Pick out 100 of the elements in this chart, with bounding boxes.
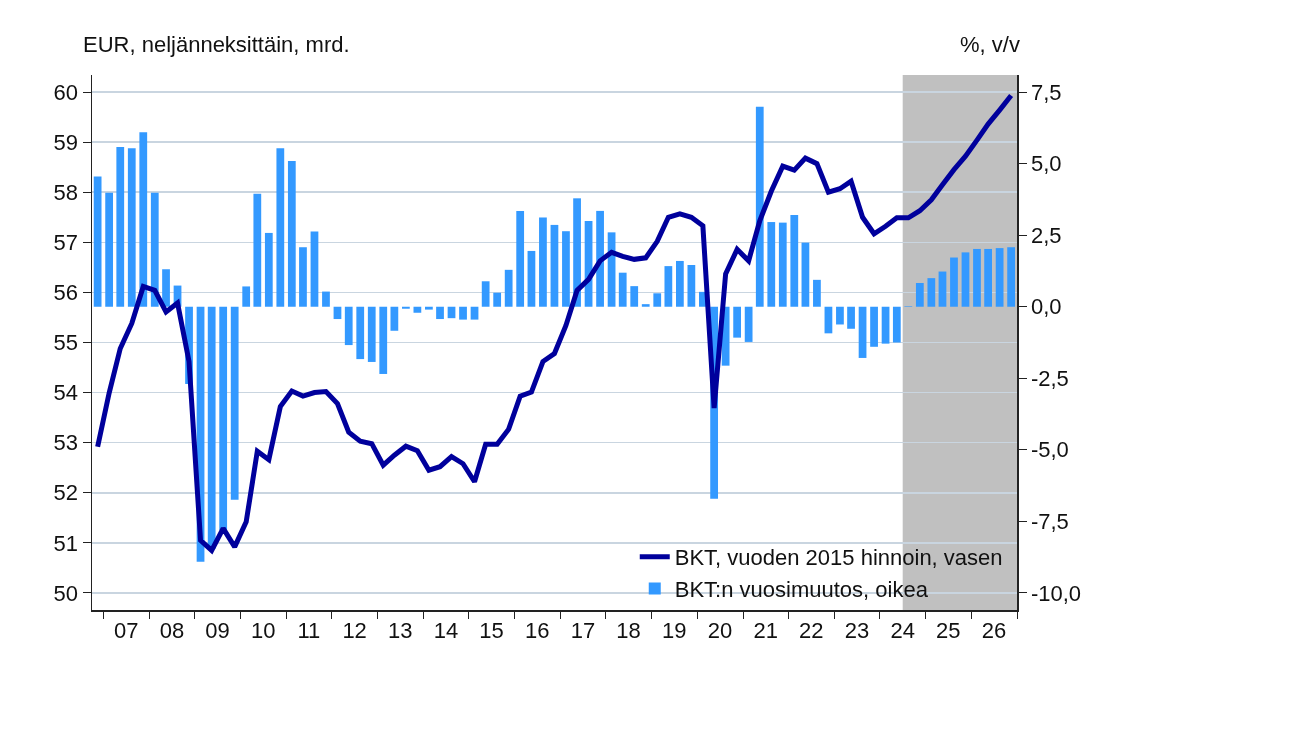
y-tick-label: 50 (53, 580, 79, 606)
bar (733, 306, 742, 338)
bar (527, 250, 536, 307)
x-tick-label: 19 (662, 617, 687, 643)
bar (401, 306, 410, 309)
x-tick-label: 08 (159, 617, 185, 643)
bar (801, 242, 810, 307)
bar (207, 306, 216, 549)
bar (550, 224, 559, 307)
x-tick-label: 22 (799, 617, 824, 643)
bar (870, 306, 878, 347)
y-tick-label: 52 (53, 480, 79, 506)
bar (539, 217, 547, 307)
bar (299, 247, 307, 307)
x-tick-label: 07 (113, 617, 139, 643)
bar (367, 306, 376, 362)
x-tick-label: 10 (250, 617, 276, 643)
x-tick-label: 09 (205, 617, 230, 643)
bar (356, 306, 365, 360)
y2-tick-label: -7,5 (1030, 509, 1069, 535)
bar (927, 278, 936, 307)
bar (310, 231, 319, 307)
bar (858, 306, 867, 358)
x-tick-label: 13 (388, 617, 413, 643)
bar (755, 106, 764, 307)
y-axis-title: EUR, neljänneksittäin, mrd. (83, 32, 350, 57)
x-tick-label: 24 (890, 617, 915, 643)
x-tick-label: 23 (844, 617, 870, 643)
bar (995, 248, 1004, 307)
bar (127, 148, 136, 307)
bar (892, 306, 901, 343)
legend-label: BKT:n vuosimuutos, oikea (674, 576, 929, 602)
x-tick-label: 26 (981, 617, 1007, 643)
bar (630, 286, 639, 307)
bar (778, 222, 787, 307)
bar (516, 210, 525, 307)
bar (116, 147, 125, 307)
legend-label: BKT, vuoden 2015 hinnoin, vasen (674, 545, 1003, 571)
bar (436, 306, 444, 320)
bar (641, 304, 650, 307)
y-tick-label: 54 (53, 380, 79, 406)
bar (344, 306, 353, 346)
bar (425, 306, 433, 310)
y-tick-label: 60 (53, 79, 79, 105)
bar (493, 292, 502, 307)
bar (938, 271, 947, 307)
bar (664, 266, 673, 307)
bar (813, 279, 821, 307)
y2-tick-label: 7,5 (1030, 79, 1062, 105)
y2-axis-title: %, v/v (960, 32, 1020, 57)
y2-tick-label: -5,0 (1030, 437, 1069, 463)
x-tick-label: 21 (753, 617, 778, 643)
bar (322, 291, 330, 307)
bar (276, 148, 285, 307)
bar (150, 192, 159, 307)
bar (230, 306, 239, 500)
x-tick-label: 25 (936, 617, 961, 643)
bar (93, 176, 102, 307)
bar (470, 306, 479, 320)
bar (984, 248, 992, 307)
bar (379, 306, 388, 374)
bar (459, 306, 467, 320)
y-tick-label: 51 (53, 530, 79, 556)
bar (390, 306, 399, 331)
bar (504, 269, 513, 307)
bar (562, 231, 570, 307)
bar (836, 306, 844, 325)
bar (219, 306, 228, 530)
bar (744, 306, 753, 342)
y-tick-label: 55 (53, 330, 79, 356)
x-tick-label: 17 (570, 617, 596, 643)
bar (881, 306, 890, 344)
y2-tick-label: 2,5 (1030, 222, 1062, 248)
bar (1007, 247, 1015, 307)
y-tick-label: 57 (53, 230, 79, 256)
bar (253, 193, 262, 307)
bar (790, 214, 799, 307)
x-tick-label: 12 (342, 617, 367, 643)
x-tick-label: 14 (433, 617, 459, 643)
bar (847, 306, 855, 329)
y2-tick-label: 0,0 (1030, 294, 1062, 320)
x-tick-label: 16 (525, 617, 550, 643)
x-tick-label: 15 (479, 617, 504, 643)
y-tick-label: 53 (53, 430, 79, 456)
bar (105, 192, 114, 307)
bar (596, 210, 604, 307)
x-tick-label: 20 (707, 617, 733, 643)
y-tick-label: 58 (53, 179, 79, 205)
x-tick-label: 18 (616, 617, 641, 643)
bar (242, 286, 251, 307)
bar (950, 257, 958, 307)
bar (653, 293, 662, 307)
bar (287, 161, 296, 307)
bar (139, 132, 148, 307)
bar (481, 281, 490, 307)
y-tick-label: 56 (53, 280, 79, 306)
x-tick-label: 11 (297, 617, 321, 643)
y2-tick-label: 5,0 (1030, 151, 1062, 177)
y2-tick-label: -10,0 (1030, 580, 1082, 606)
bar (915, 282, 924, 307)
